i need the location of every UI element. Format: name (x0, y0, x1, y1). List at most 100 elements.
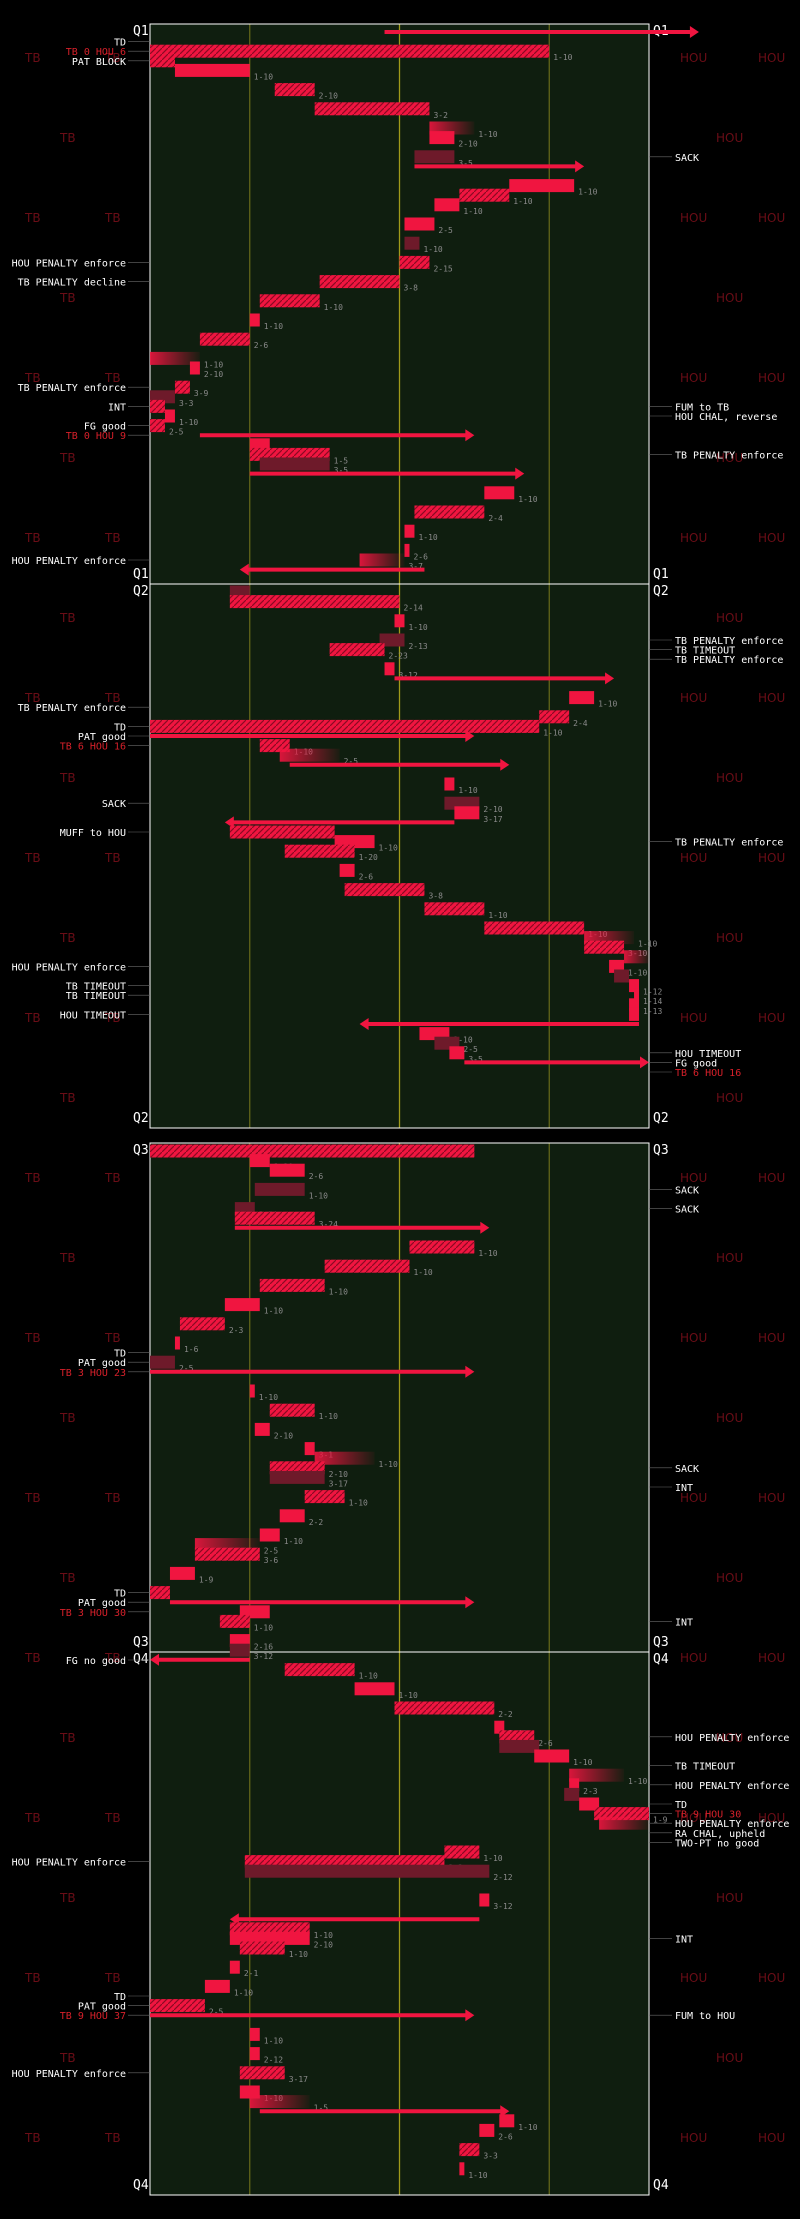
down-distance: 2-6 (538, 1739, 553, 1748)
event-label: PAT BLOCK (72, 57, 126, 68)
event-label: TB PENALTY enforce (18, 703, 126, 714)
event-label: HOU PENALTY enforce (12, 2069, 126, 2080)
down-distance: 3-3 (483, 2152, 498, 2161)
play-bar (509, 179, 575, 193)
down-distance: 1-10 (543, 728, 562, 737)
down-distance: 2-5 (344, 757, 359, 766)
play-bar (229, 1643, 250, 1657)
quarter-label: Q4 (133, 1652, 149, 1667)
play-bar (344, 883, 425, 897)
play-bar (394, 1701, 495, 1715)
watermark-tb: TB (104, 2131, 121, 2145)
down-distance: 2-6 (359, 872, 374, 881)
play-bar (249, 2027, 260, 2041)
watermark-hou: HOU (716, 1251, 743, 1265)
play-arrowhead (239, 563, 249, 576)
down-distance: 1-10 (628, 1777, 647, 1786)
down-distance: 1-10 (329, 1287, 348, 1296)
down-distance: 2-23 (389, 652, 408, 661)
down-distance: 2-10 (274, 1431, 293, 1440)
watermark-hou: HOU (758, 1811, 785, 1825)
play-bar (539, 710, 570, 724)
down-distance: 1-9 (199, 1575, 214, 1584)
watermark-hou: HOU (680, 1011, 707, 1025)
quarter-label: Q2 (133, 584, 149, 599)
event-label: HOU TIMEOUT (675, 1049, 741, 1060)
down-distance: 3-8 (404, 284, 419, 293)
down-distance: 1-9 (653, 1816, 668, 1825)
play-bar (384, 662, 395, 676)
watermark-tb: TB (24, 691, 41, 705)
play-bar (174, 380, 190, 394)
down-distance: 2-6 (498, 2132, 513, 2141)
watermark-hou: HOU (758, 1011, 785, 1025)
play-bar (459, 2162, 465, 2176)
watermark-hou: HOU (716, 1731, 743, 1745)
play-bar (179, 1317, 225, 1331)
watermark-tb: TB (24, 1811, 41, 1825)
play-bar (534, 1749, 570, 1763)
event-label: TD (114, 1992, 126, 2003)
quarter-label: Q4 (133, 2178, 149, 2193)
team-watermarks: TB TB HOU HOU TB HOU TB TB HOU HOU TB HOU TB TB HOU HOU… (24, 51, 785, 2145)
event-label: TD (675, 1800, 687, 1811)
play-bar (359, 553, 405, 567)
play-bar (279, 1509, 305, 1523)
event-label: FG good (84, 422, 126, 433)
play-bar (399, 255, 430, 269)
quarter-label: Q2 (133, 1111, 149, 1126)
watermark-tb: TB (104, 1331, 121, 1345)
play-bar (429, 131, 455, 145)
down-distance: 2-10 (483, 805, 502, 814)
down-distance: 1-10 (478, 1249, 497, 1258)
watermark-hou: HOU (758, 51, 785, 65)
play-bar (394, 614, 405, 628)
watermark-hou: HOU (758, 371, 785, 385)
event-label: SACK (675, 153, 699, 164)
event-label: TD (114, 722, 126, 733)
event-label: RA CHAL, upheld (675, 1829, 765, 1840)
down-distance: 1-10 (379, 1460, 398, 1469)
down-distance: 2-2 (309, 1518, 324, 1527)
down-distance: 3-7 (408, 562, 423, 571)
down-distance: 1-10 (204, 360, 223, 369)
down-distance: 1-10 (254, 1623, 273, 1632)
event-label: HOU PENALTY enforce (675, 1819, 789, 1830)
watermark-hou: HOU (680, 851, 707, 865)
play-bar (150, 1999, 205, 2013)
play-bar (164, 409, 175, 423)
down-distance: 1-10 (413, 1268, 432, 1277)
down-distance: 2-4 (488, 514, 503, 523)
watermark-tb: TB (59, 131, 76, 145)
play-bar (174, 63, 250, 77)
play-bar (484, 486, 515, 500)
play-bar (150, 54, 175, 68)
play-bar (459, 2143, 480, 2157)
down-distance: 3-12 (493, 1902, 512, 1911)
play-bar (244, 1864, 490, 1878)
play-bar (229, 825, 335, 839)
down-distance: 3-17 (289, 2075, 308, 2084)
play-bar (409, 1240, 475, 1254)
play-bar (204, 1979, 230, 1993)
quarter-label: Q2 (653, 584, 669, 599)
down-distance: 2-5 (179, 1364, 194, 1373)
down-distance: 1-10 (418, 533, 437, 542)
down-distance: 2-3 (583, 1787, 598, 1796)
watermark-hou: HOU (716, 2051, 743, 2065)
play-bar (239, 2066, 285, 2080)
watermark-hou: HOU (716, 771, 743, 785)
play-bar (569, 1778, 580, 1792)
quarter-label: Q1 (133, 567, 149, 582)
play-bar (424, 902, 485, 916)
down-distance: 3-2 (433, 111, 448, 120)
down-distance: 3-6 (264, 1556, 279, 1565)
down-distance: 2-13 (408, 642, 427, 651)
play-bar (414, 150, 455, 164)
down-distance: 2-6 (413, 552, 428, 561)
quarter-label: Q3 (653, 1143, 669, 1158)
down-distance: 2-16 (254, 1643, 273, 1652)
event-label: HOU PENALTY enforce (12, 556, 126, 567)
watermark-tb: TB (24, 1491, 41, 1505)
down-distance: 1-10 (359, 1672, 378, 1681)
